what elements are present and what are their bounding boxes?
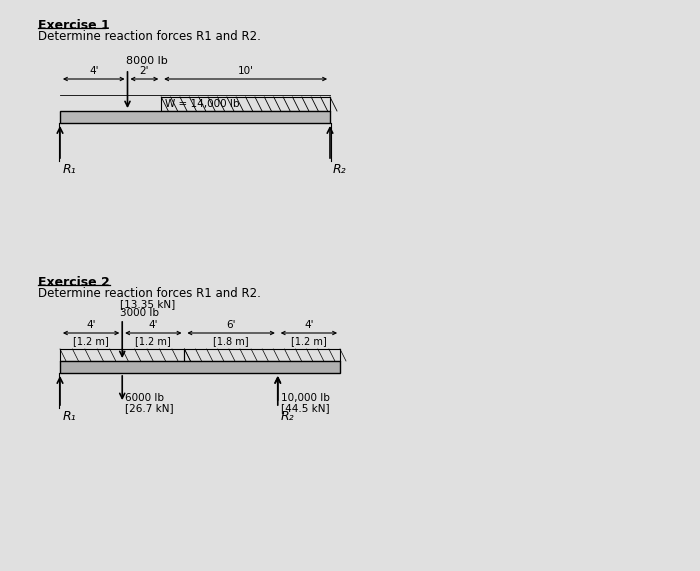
Text: 6000 lb: 6000 lb <box>125 393 164 403</box>
Text: 10,000 lb: 10,000 lb <box>281 393 330 403</box>
Text: 2': 2' <box>139 66 149 76</box>
Text: 4': 4' <box>86 320 96 330</box>
Text: Determine reaction forces R1 and R2.: Determine reaction forces R1 and R2. <box>38 30 261 43</box>
Text: 4': 4' <box>304 320 314 330</box>
Text: R₂: R₂ <box>281 410 295 423</box>
Text: Exercise 2: Exercise 2 <box>38 276 110 289</box>
Text: [13.35 kN]: [13.35 kN] <box>120 299 176 309</box>
Text: 4': 4' <box>148 320 158 330</box>
Text: 4': 4' <box>89 66 99 76</box>
Text: [1.2 m]: [1.2 m] <box>136 336 172 346</box>
Bar <box>60 361 340 373</box>
Text: [1.2 m]: [1.2 m] <box>291 336 327 346</box>
Text: W = 14,000 lb: W = 14,000 lb <box>165 99 239 109</box>
Text: Determine reaction forces R1 and R2.: Determine reaction forces R1 and R2. <box>38 287 261 300</box>
Text: 8000 lb: 8000 lb <box>125 56 167 66</box>
Text: [1.2 m]: [1.2 m] <box>74 336 109 346</box>
Bar <box>60 111 330 123</box>
Text: 10': 10' <box>237 66 253 76</box>
Text: R₁: R₁ <box>63 410 76 423</box>
Text: R₂: R₂ <box>333 163 346 176</box>
Text: [1.8 m]: [1.8 m] <box>214 336 249 346</box>
Text: 6': 6' <box>226 320 236 330</box>
Text: [44.5 kN]: [44.5 kN] <box>281 403 330 413</box>
Text: R₁: R₁ <box>63 163 76 176</box>
Text: 3000 lb: 3000 lb <box>120 308 159 318</box>
Text: Exercise 1: Exercise 1 <box>38 19 110 32</box>
Text: [26.7 kN]: [26.7 kN] <box>125 403 174 413</box>
